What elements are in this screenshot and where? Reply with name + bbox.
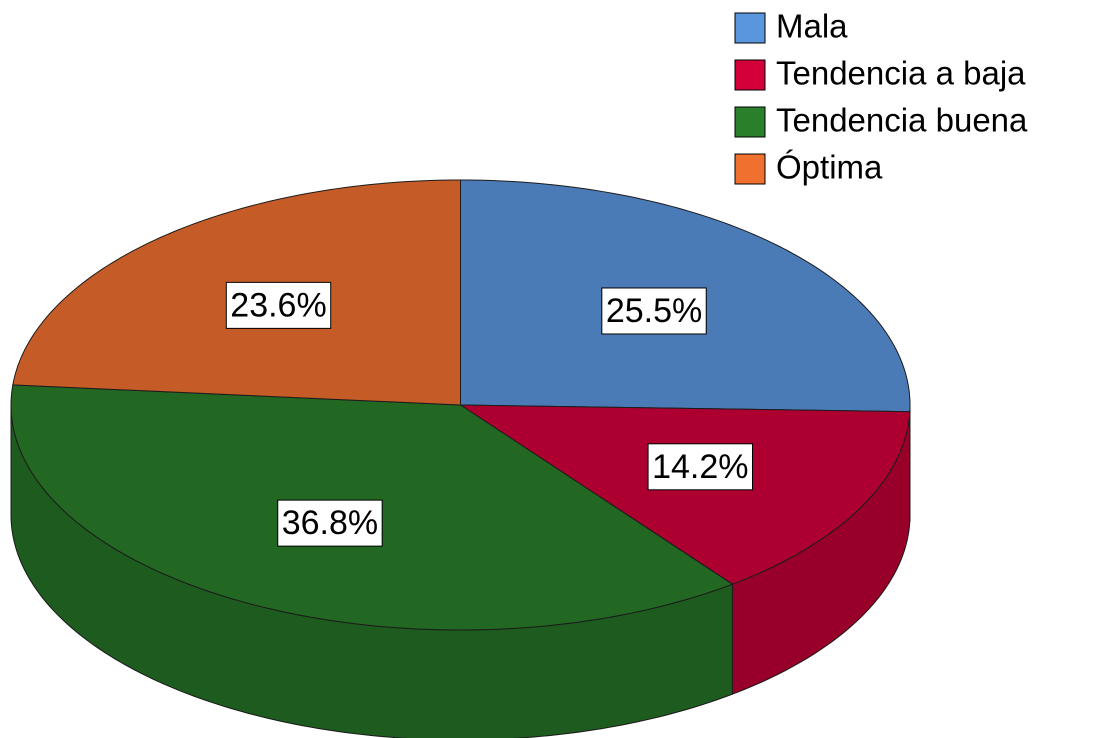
legend-label: Tendencia a baja <box>776 55 1026 92</box>
data-label: 25.5% <box>601 287 707 335</box>
label-text: 14.2% <box>652 448 748 486</box>
label-box <box>225 281 332 329</box>
legend-swatch <box>734 59 766 91</box>
label-text: 25.5% <box>606 292 702 330</box>
legend-label: Tendencia buena <box>776 102 1028 139</box>
slice <box>458 404 911 585</box>
legend-swatch <box>734 153 766 185</box>
data-label: 14.2% <box>647 443 753 491</box>
label-text: 23.6% <box>230 286 326 324</box>
legend-swatch <box>734 12 766 44</box>
legend-swatch <box>734 106 766 138</box>
legend-label: Mala <box>776 8 848 45</box>
data-label: 36.8% <box>277 499 383 547</box>
label-box <box>277 499 383 547</box>
label-text: 36.8% <box>282 504 378 542</box>
data-label: 23.6% <box>225 281 332 329</box>
legend-label: Óptima <box>776 149 883 186</box>
label-box <box>647 443 753 491</box>
label-box <box>601 287 707 335</box>
